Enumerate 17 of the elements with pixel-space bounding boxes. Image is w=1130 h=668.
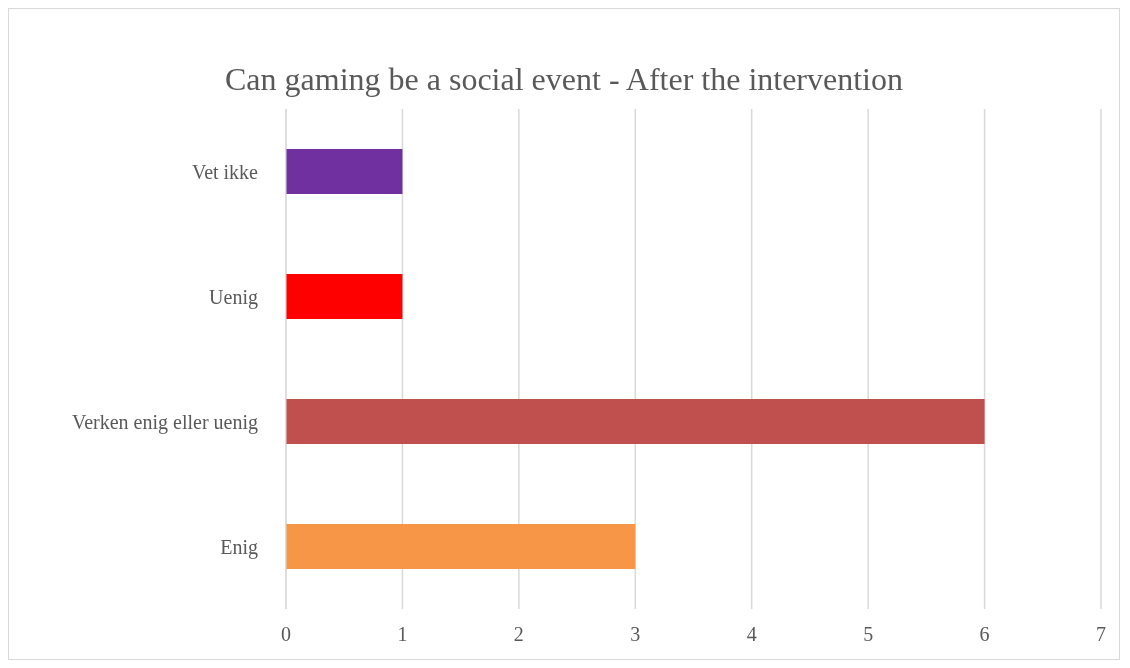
bar — [286, 149, 403, 194]
y-tick-label: Enig — [220, 535, 258, 559]
y-tick-label: Verken enig eller uenig — [71, 410, 258, 434]
bar — [286, 524, 636, 569]
x-tick-label: 4 — [746, 623, 757, 646]
bar — [286, 274, 403, 319]
x-tick-label: 6 — [979, 623, 990, 646]
x-tick-label: 2 — [513, 623, 524, 646]
x-tick-label: 1 — [397, 623, 408, 646]
x-tick-label: 3 — [630, 623, 641, 646]
bar — [286, 399, 985, 444]
x-tick-label: 5 — [863, 623, 874, 646]
y-tick-label: Uenig — [209, 285, 258, 309]
x-tick-label: 0 — [281, 623, 291, 646]
x-tick-label: 7 — [1096, 623, 1106, 646]
y-tick-label: Vet ikke — [191, 160, 259, 183]
chart-title: Can gaming be a social event - After the intervention — [224, 60, 904, 99]
